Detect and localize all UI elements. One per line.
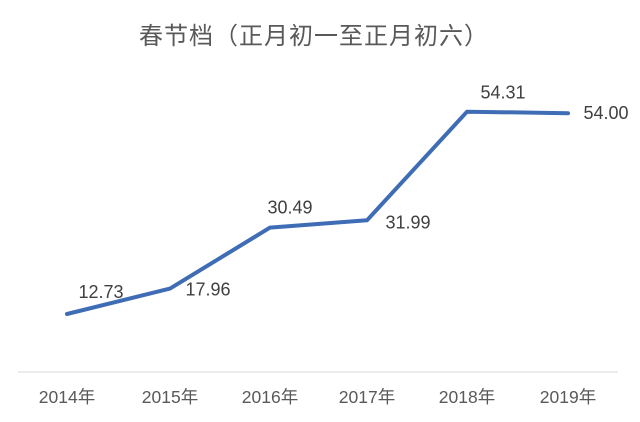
x-axis-label: 2014年 — [39, 387, 95, 407]
data-label: 12.73 — [78, 282, 123, 302]
data-label: 54.31 — [480, 83, 525, 103]
x-axis-label: 2015年 — [142, 387, 198, 407]
data-label: 17.96 — [185, 280, 230, 300]
data-label: 54.00 — [583, 103, 628, 123]
x-axis-label: 2017年 — [339, 387, 395, 407]
x-axis-label: 2019年 — [540, 387, 596, 407]
series-line-layer — [65, 109, 570, 316]
series-line — [65, 109, 570, 316]
x-axis-label: 2018年 — [439, 387, 495, 407]
data-label-layer: 12.73 17.96 30.49 31.99 54.31 54.00 — [78, 83, 628, 302]
data-label: 30.49 — [267, 198, 312, 218]
chart-title: 春节档（正月初一至正月初六） — [139, 23, 489, 50]
data-label: 31.99 — [385, 212, 430, 232]
x-axis-label: 2016年 — [242, 387, 298, 407]
x-axis-label-layer: 2014年 2015年 2016年 2017年 2018年 2019年 — [39, 387, 596, 407]
